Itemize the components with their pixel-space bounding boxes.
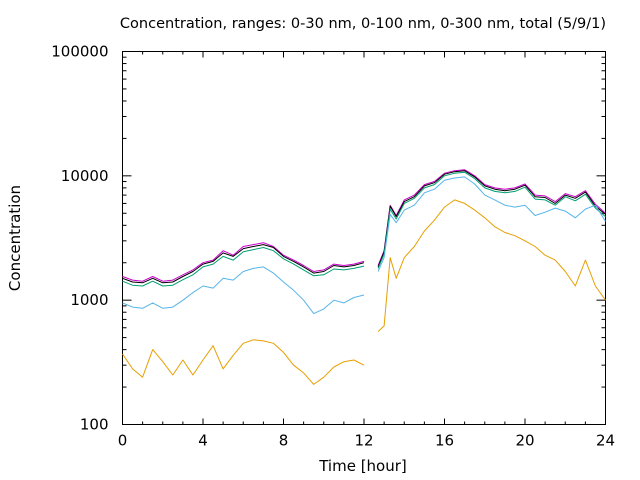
x-axis-label: Time [hour] bbox=[318, 457, 407, 475]
plot-frame bbox=[122, 51, 606, 425]
series-line-5 bbox=[122, 199, 606, 385]
x-tick-label: 12 bbox=[354, 432, 373, 450]
x-tick-label: 8 bbox=[279, 432, 289, 450]
chart-title: Concentration, ranges: 0-30 nm, 0-100 nm… bbox=[120, 16, 606, 32]
y-axis-label: Concentration bbox=[6, 185, 24, 291]
series-layer bbox=[122, 169, 606, 385]
y-tick-label: 100000 bbox=[51, 43, 108, 61]
y-tick-label: 10000 bbox=[61, 167, 109, 185]
series-line-3 bbox=[122, 171, 606, 287]
series-line-4 bbox=[122, 176, 606, 315]
x-tick-label: 16 bbox=[435, 432, 454, 450]
y-tick-label: 1000 bbox=[70, 291, 108, 309]
series-line-1 bbox=[122, 169, 606, 282]
axis-ticks bbox=[122, 51, 606, 425]
y-tick-label: 100 bbox=[80, 416, 109, 434]
series-line-2 bbox=[122, 170, 606, 284]
x-tick-label: 4 bbox=[198, 432, 208, 450]
x-tick-label: 20 bbox=[515, 432, 534, 450]
tick-labels: 0 4 8 12 16 20 24 100 1000 10000 100000 bbox=[51, 43, 615, 450]
x-tick-label: 0 bbox=[118, 432, 128, 450]
x-tick-label: 24 bbox=[596, 432, 615, 450]
